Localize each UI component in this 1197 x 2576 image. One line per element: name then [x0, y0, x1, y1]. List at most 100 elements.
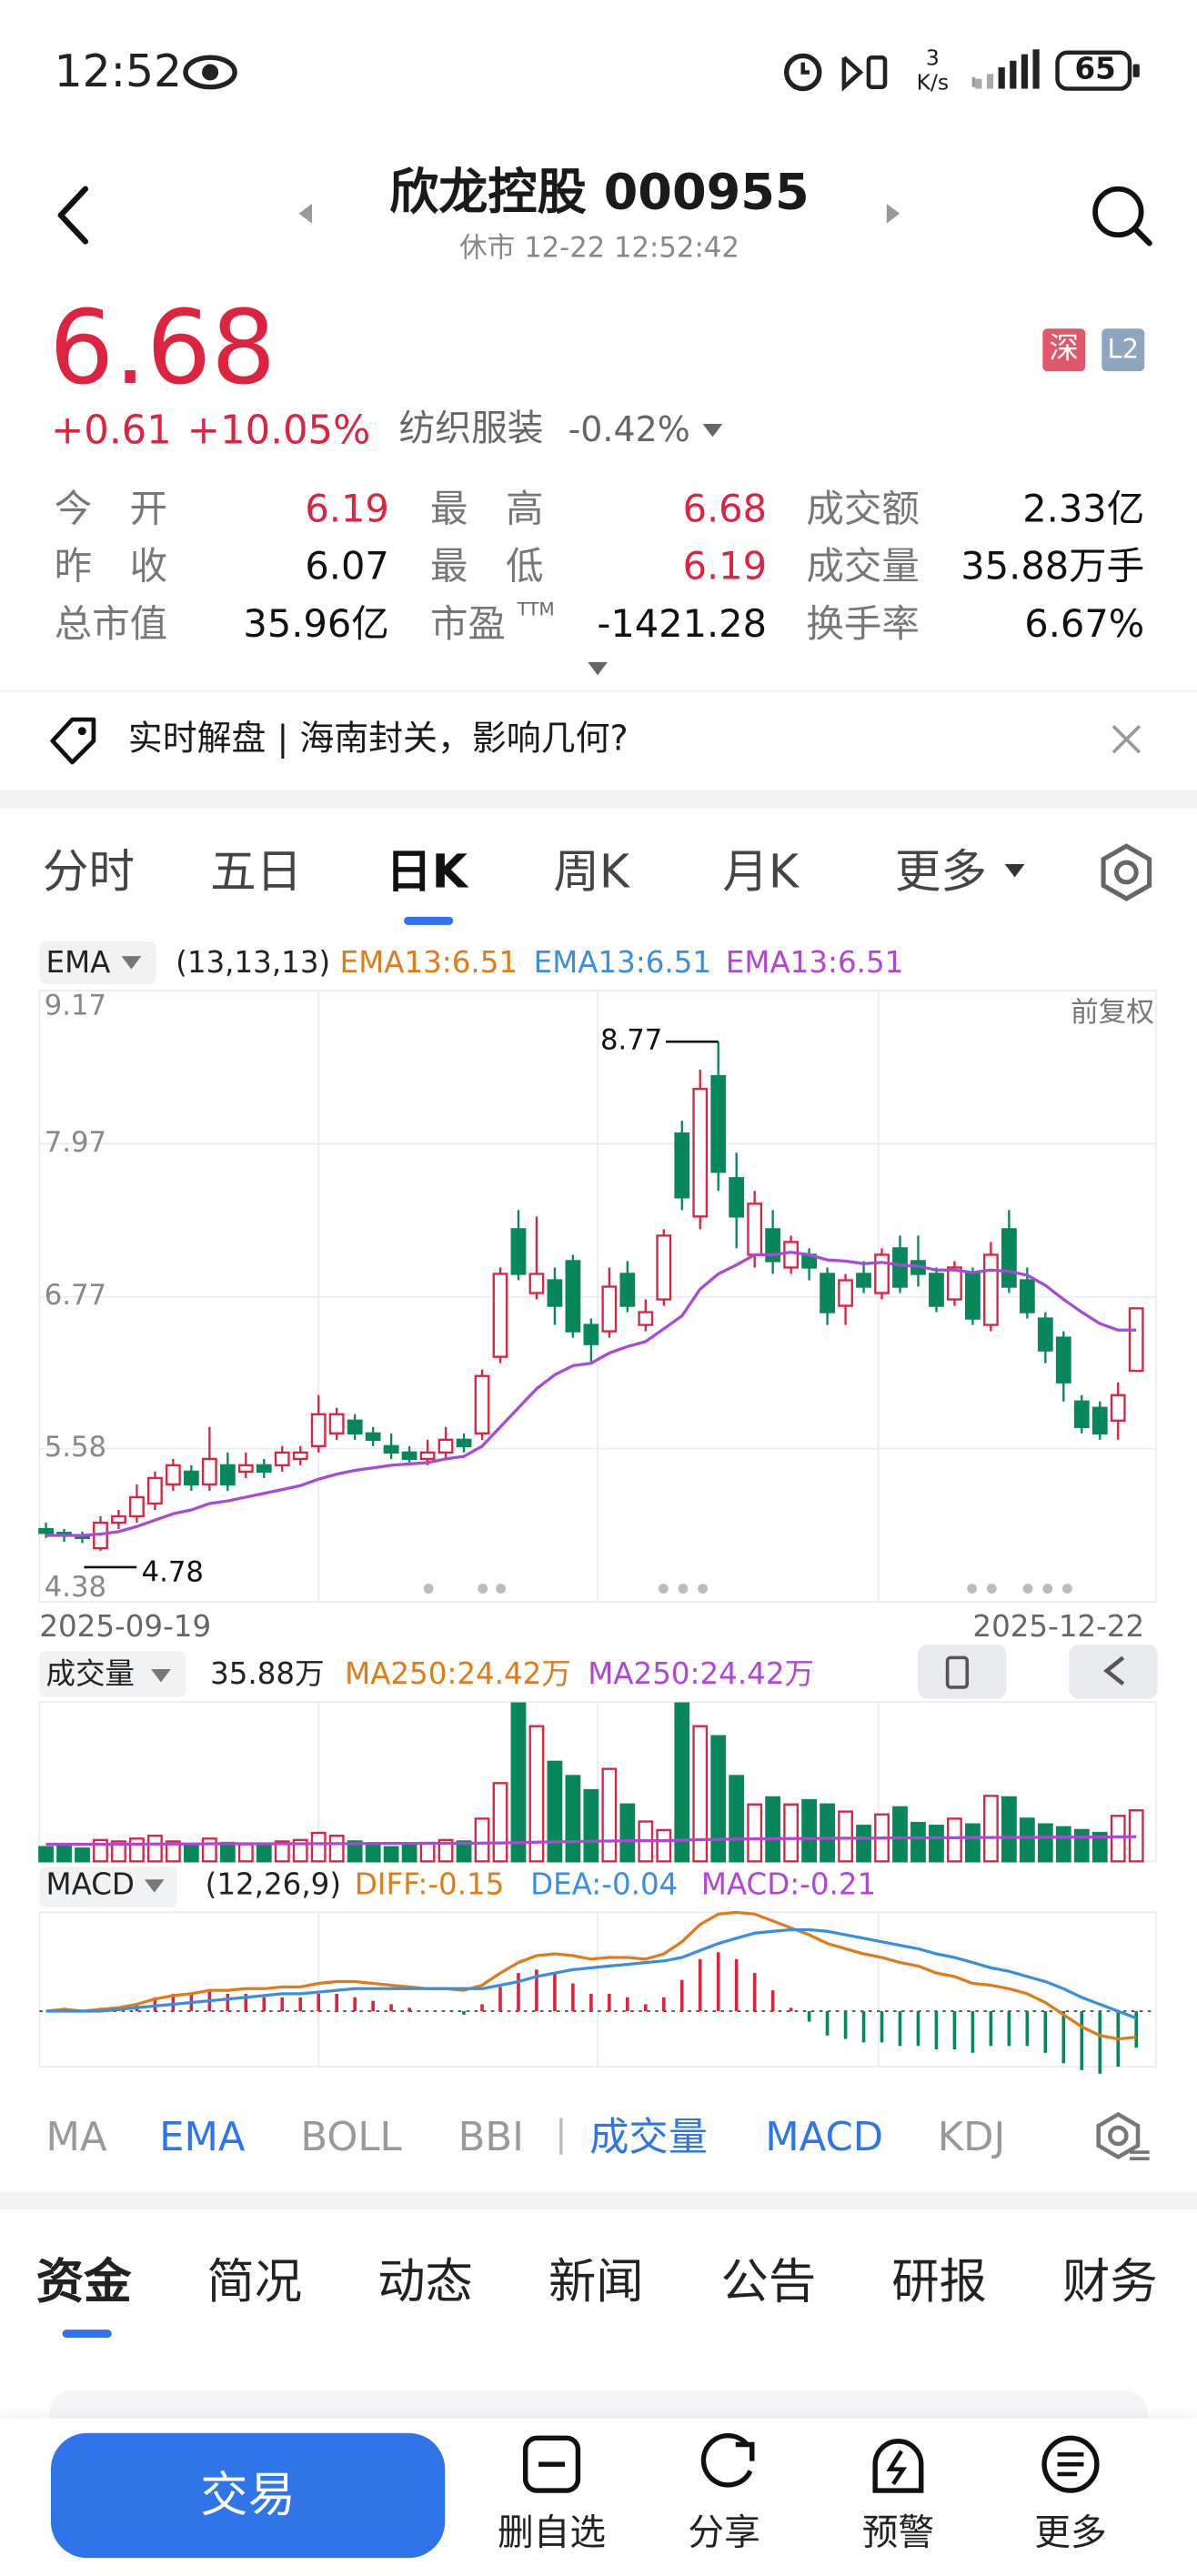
price-change: +0.61 [50, 407, 172, 454]
info-tab[interactable]: 动态 [377, 2253, 473, 2309]
volume-bar [1091, 1831, 1108, 1863]
info-tab[interactable]: 财务 [1061, 2253, 1158, 2309]
banner-text[interactable]: 实时解盘 | 海南封关，影响几何? [127, 719, 629, 759]
period-tab[interactable]: 更多 [894, 844, 987, 899]
banner-icon [50, 717, 96, 765]
back-button[interactable] [49, 184, 98, 247]
banner-close[interactable] [1110, 723, 1142, 756]
pagination-dots [423, 1584, 1072, 1594]
stat-label: 市盈 [429, 603, 507, 647]
y-tick-label: 6.77 [45, 1280, 106, 1312]
volume-bar [765, 1796, 781, 1863]
volume-bar [147, 1835, 163, 1863]
net-unit: K/s [916, 71, 950, 96]
candle-body [292, 1451, 308, 1461]
indicator-tab[interactable]: 成交量 [589, 2114, 709, 2161]
volume-bar [783, 1803, 800, 1863]
indicator-settings[interactable] [1093, 2109, 1152, 2165]
sector-name[interactable]: 纺织服装 [398, 408, 544, 450]
period-tab[interactable]: 五日 [210, 844, 303, 899]
volume-bar [838, 1810, 853, 1863]
info-tab[interactable]: 公告 [720, 2253, 817, 2309]
stat-value: 35.88万手 [961, 546, 1145, 589]
action-label[interactable]: 删自选 [497, 2513, 607, 2555]
volume-bar [747, 1803, 763, 1863]
signal-icon [975, 49, 1040, 89]
period-tab[interactable]: 周K [553, 844, 630, 899]
macd-legend: MACD:-0.21 [701, 1867, 876, 1901]
volume-select[interactable] [39, 1651, 186, 1697]
action-label[interactable]: 更多 [1034, 2513, 1107, 2555]
action-label[interactable]: 预警 [861, 2513, 935, 2555]
volume-ma-legend: MA250:24.42万 [588, 1656, 814, 1691]
stat-value: 2.33亿 [1022, 488, 1145, 532]
candle-body [328, 1413, 345, 1434]
volume-bar [201, 1837, 217, 1863]
action-label[interactable]: 分享 [688, 2513, 760, 2555]
collapse-button[interactable] [1069, 1644, 1158, 1699]
volume-bar [38, 1846, 54, 1863]
candle-body [547, 1279, 563, 1307]
stat-label: 今 开 [54, 488, 168, 532]
candle-body [583, 1323, 599, 1345]
expand-arrow[interactable] [586, 660, 609, 677]
indicator-tab[interactable]: BOLL [300, 2114, 402, 2161]
period-tab[interactable]: 日K [386, 844, 468, 899]
volume-ma-line [45, 1835, 1137, 1846]
indicator-name: EMA [46, 945, 111, 980]
candle-body [856, 1273, 871, 1288]
info-tab[interactable]: 研报 [891, 2253, 987, 2309]
stat-label: 成交量 [806, 546, 920, 589]
stat-value: 6.19 [682, 546, 768, 589]
stat-label: 最 低 [429, 546, 544, 589]
candle-body [1110, 1394, 1126, 1422]
indicator-tab[interactable]: BBI [458, 2114, 524, 2161]
volume-bar [383, 1846, 399, 1863]
candle-body [965, 1273, 981, 1320]
level2-badge[interactable]: L2 [1101, 328, 1145, 372]
indicator-tab[interactable]: MACD [765, 2114, 884, 2161]
period-tab[interactable]: 分时 [42, 844, 136, 899]
more-arrow [1004, 864, 1025, 878]
ema-legend: EMA13:6.51 [340, 945, 518, 980]
stock-switch[interactable] [292, 199, 910, 229]
info-tab[interactable]: 资金 [35, 2253, 132, 2309]
candle-body [729, 1177, 745, 1218]
ema-legend: EMA13:6.51 [534, 945, 711, 980]
volume-bar [292, 1838, 308, 1863]
candle-body [1091, 1406, 1108, 1434]
rotate-button[interactable] [918, 1644, 1007, 1699]
status-time: 12:52 [54, 46, 183, 98]
volume-value: 35.88万 [210, 1656, 325, 1691]
stat-value: 6.19 [305, 488, 389, 532]
eye-icon [183, 55, 237, 90]
volume-bar [982, 1795, 999, 1863]
indicator-tab[interactable]: KDJ [937, 2114, 1006, 2161]
y-tick-label: 5.58 [45, 1432, 106, 1464]
volume-bar [219, 1841, 236, 1863]
volume-bar [419, 1841, 436, 1863]
info-tab[interactable]: 简况 [206, 2253, 303, 2309]
pe-sup: TTM [517, 599, 555, 620]
candle-body [219, 1464, 236, 1486]
trade-button[interactable] [50, 2432, 446, 2559]
separator [0, 2191, 1197, 2210]
stat-value: 6.68 [682, 488, 768, 532]
search-button[interactable] [1087, 181, 1156, 250]
macd-title: MACD [46, 1867, 135, 1901]
indicator-tab[interactable]: EMA [159, 2114, 246, 2161]
macd-select[interactable] [39, 1866, 177, 1907]
info-tab[interactable]: 新闻 [548, 2253, 644, 2309]
candle-body [237, 1464, 254, 1474]
indicator-tab[interactable]: MA [45, 2114, 107, 2161]
candle-body [565, 1260, 581, 1333]
settings-button[interactable] [1097, 841, 1156, 904]
macd-legend: DIFF:-0.15 [355, 1867, 504, 1901]
stock-title: 欣龙控股 000955 [389, 164, 810, 222]
indicator-select[interactable] [39, 941, 156, 984]
volume-title: 成交量 [46, 1656, 135, 1691]
volume-bar [674, 1702, 690, 1863]
tab-underline [404, 916, 454, 925]
period-tab[interactable]: 月K [722, 844, 800, 899]
